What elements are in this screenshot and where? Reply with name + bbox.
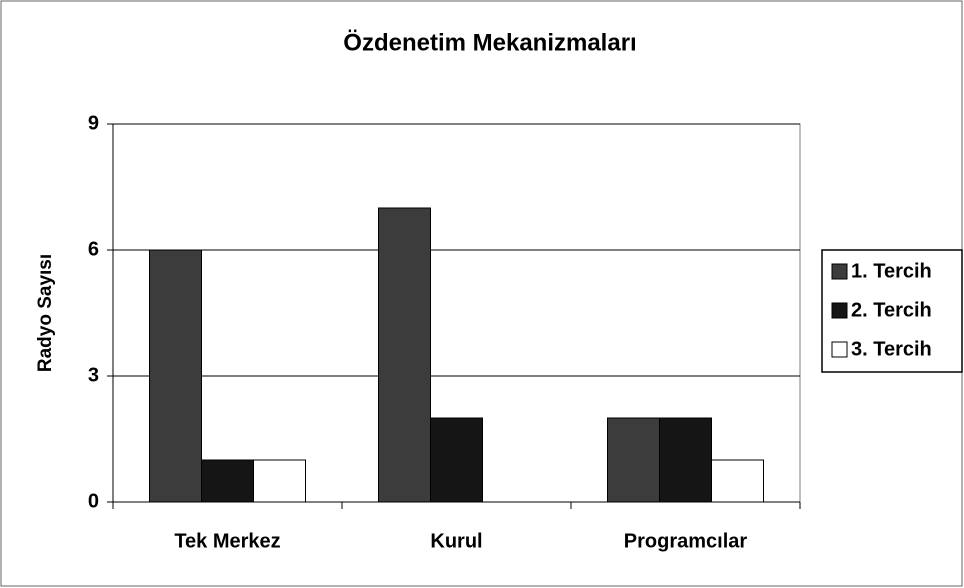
bar (378, 207, 431, 503)
x-tick-label: Tek Merkez (174, 530, 280, 552)
x-tick-label: Kurul (430, 530, 482, 552)
chart-title: Özdenetim Mekanizmaları (343, 29, 636, 56)
legend-label: 1. Tercih (851, 260, 932, 282)
bar (430, 417, 483, 503)
y-tick-label: 3 (88, 364, 99, 386)
bar (659, 417, 712, 503)
bar (711, 459, 764, 503)
legend-swatch (831, 341, 848, 358)
legend-swatch (831, 263, 848, 280)
bar (201, 459, 254, 503)
legend-label: 2. Tercih (851, 299, 932, 321)
bar (149, 249, 202, 503)
bar (607, 417, 660, 503)
y-tick-label: 6 (88, 238, 99, 260)
x-tick-label: Programcılar (624, 530, 748, 552)
y-axis-label: Radyo Sayısı (35, 254, 56, 372)
legend-swatch (831, 302, 848, 319)
y-tick-label: 0 (88, 490, 99, 512)
y-tick-label: 9 (88, 112, 99, 134)
bar (253, 459, 306, 503)
legend-label: 3. Tercih (851, 338, 932, 360)
